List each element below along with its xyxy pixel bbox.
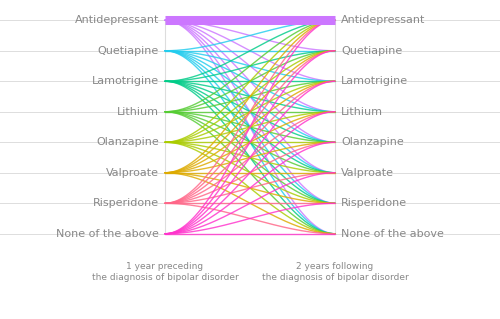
Text: Risperidone: Risperidone xyxy=(341,198,407,208)
Text: Lithium: Lithium xyxy=(117,107,159,117)
Text: Lamotrigine: Lamotrigine xyxy=(341,76,408,86)
Text: 1 year preceding
the diagnosis of bipolar disorder: 1 year preceding the diagnosis of bipola… xyxy=(92,262,238,282)
Text: Valproate: Valproate xyxy=(341,168,394,178)
Text: Valproate: Valproate xyxy=(106,168,159,178)
Text: Lithium: Lithium xyxy=(341,107,383,117)
Text: Quetiapine: Quetiapine xyxy=(98,46,159,56)
Text: None of the above: None of the above xyxy=(56,229,159,239)
Text: Antidepressant: Antidepressant xyxy=(341,15,425,25)
Text: Olanzapine: Olanzapine xyxy=(96,137,159,147)
Text: Olanzapine: Olanzapine xyxy=(341,137,404,147)
Text: Lamotrigine: Lamotrigine xyxy=(92,76,159,86)
Text: Risperidone: Risperidone xyxy=(93,198,159,208)
Text: 2 years following
the diagnosis of bipolar disorder: 2 years following the diagnosis of bipol… xyxy=(262,262,408,282)
Text: None of the above: None of the above xyxy=(341,229,444,239)
Text: Quetiapine: Quetiapine xyxy=(341,46,402,56)
Text: Antidepressant: Antidepressant xyxy=(74,15,159,25)
